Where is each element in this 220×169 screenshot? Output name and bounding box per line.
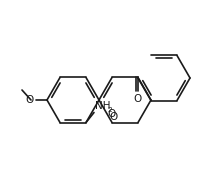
Text: O: O — [134, 94, 142, 104]
Text: 2: 2 — [108, 107, 112, 113]
Text: O: O — [109, 112, 117, 122]
Text: O: O — [108, 108, 116, 118]
Text: NH: NH — [95, 101, 110, 111]
Text: O: O — [26, 95, 34, 105]
